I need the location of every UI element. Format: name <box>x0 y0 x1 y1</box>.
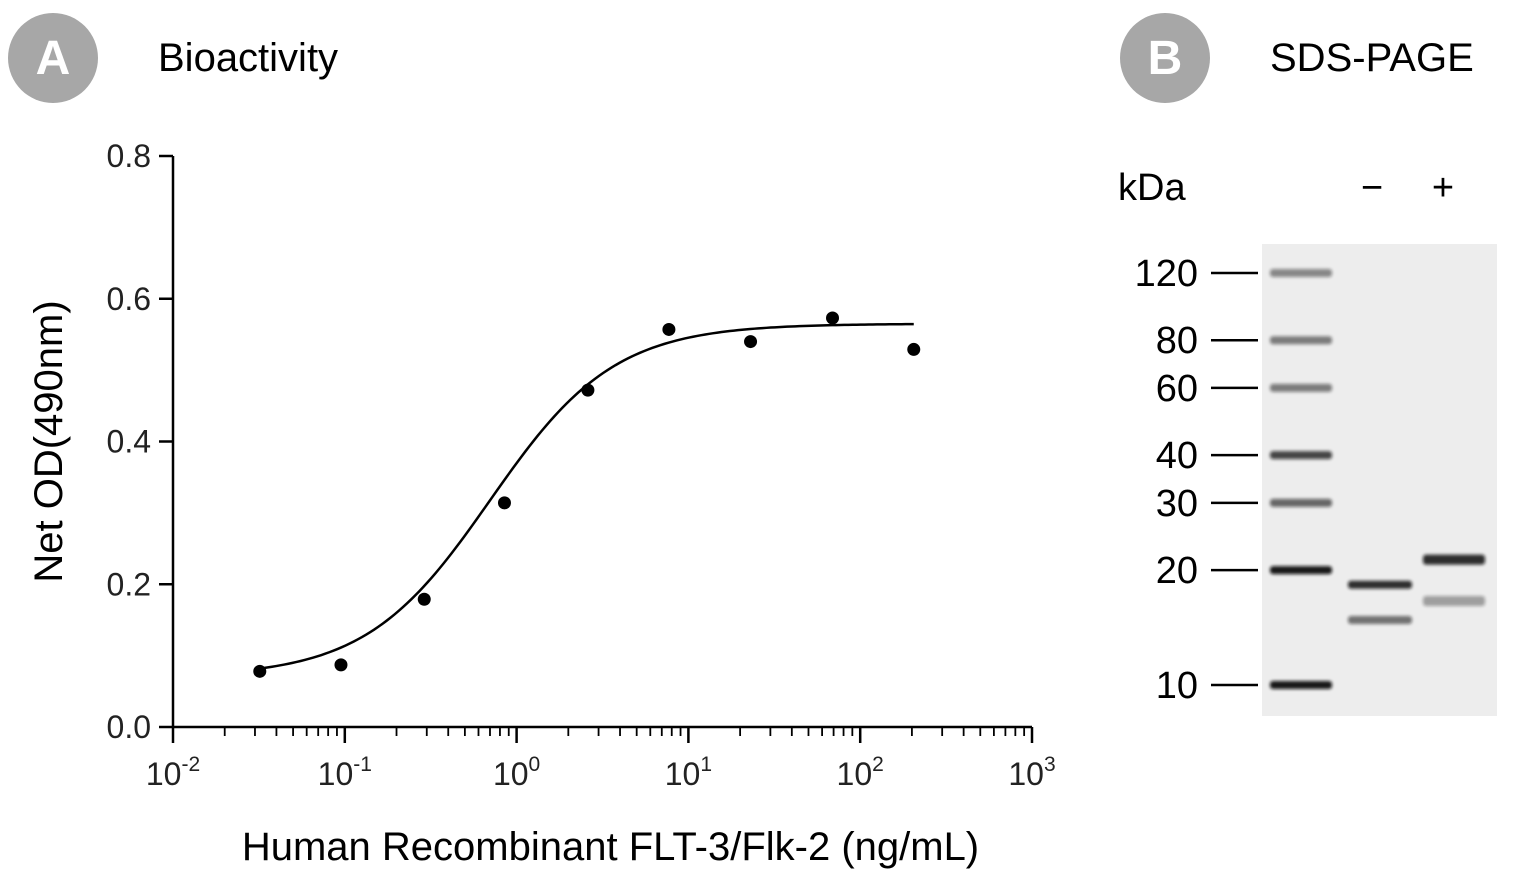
y-axis-label: Net OD(490nm) <box>27 300 71 582</box>
data-point <box>417 592 431 606</box>
panel-a-title: Bioactivity <box>158 36 339 80</box>
data-point <box>334 658 348 672</box>
fit-curve <box>259 322 914 670</box>
x-tick-label: 10-2 <box>146 753 200 792</box>
x-tick-label: 101 <box>665 753 712 792</box>
marker-label: 60 <box>1156 368 1198 410</box>
y-tick-label: 0.2 <box>107 566 151 602</box>
marker-label: 10 <box>1156 665 1198 707</box>
y-tick-label: 0.0 <box>107 709 151 745</box>
data-point <box>826 311 840 325</box>
x-tick-label: 100 <box>493 753 540 792</box>
data-point <box>662 322 676 336</box>
sample-band-plus <box>1423 554 1485 565</box>
gel-background <box>1262 244 1497 716</box>
sample-band-minus <box>1348 580 1412 589</box>
y-tick-label: 0.8 <box>107 138 151 174</box>
ladder-band <box>1270 336 1332 345</box>
panel-a-badge: A <box>8 13 98 103</box>
data-point <box>907 342 921 356</box>
marker-label: 40 <box>1156 435 1198 477</box>
marker-label: 30 <box>1156 483 1198 525</box>
ladder-band <box>1270 383 1332 392</box>
x-tick-label: 102 <box>837 753 884 792</box>
x-tick-label: 103 <box>1008 753 1055 792</box>
kda-label: kDa <box>1118 167 1186 209</box>
panel-b-title: SDS-PAGE <box>1270 36 1474 80</box>
data-point <box>253 664 267 678</box>
marker-label: 120 <box>1135 253 1198 295</box>
marker-label: 80 <box>1156 320 1198 362</box>
ladder-band <box>1270 566 1332 575</box>
ladder-band <box>1270 451 1332 460</box>
data-point <box>744 335 758 349</box>
lane-label-minus: − <box>1361 167 1383 209</box>
bioactivity-chart: 0.0 0.2 0.4 0.6 0.8 10-2 10-1 100 101 102 103 Human… <box>27 138 1056 869</box>
marker-label: 20 <box>1156 550 1198 592</box>
data-point <box>581 383 595 397</box>
lane-label-plus: + <box>1432 167 1454 209</box>
panel-b-badge: B <box>1120 13 1210 103</box>
y-tick-label: 0.6 <box>107 281 151 317</box>
ladder-band <box>1270 681 1332 689</box>
ladder-band <box>1270 498 1332 507</box>
data-point <box>497 496 511 510</box>
x-axis-label: Human Recombinant FLT-3/Flk-2 (ng/mL) <box>242 825 979 869</box>
y-tick-label: 0.4 <box>107 424 151 460</box>
ladder-band <box>1270 269 1332 277</box>
sample-band-minus <box>1348 615 1412 624</box>
x-tick-label: 10-1 <box>318 753 372 792</box>
sample-band-plus <box>1423 595 1485 606</box>
